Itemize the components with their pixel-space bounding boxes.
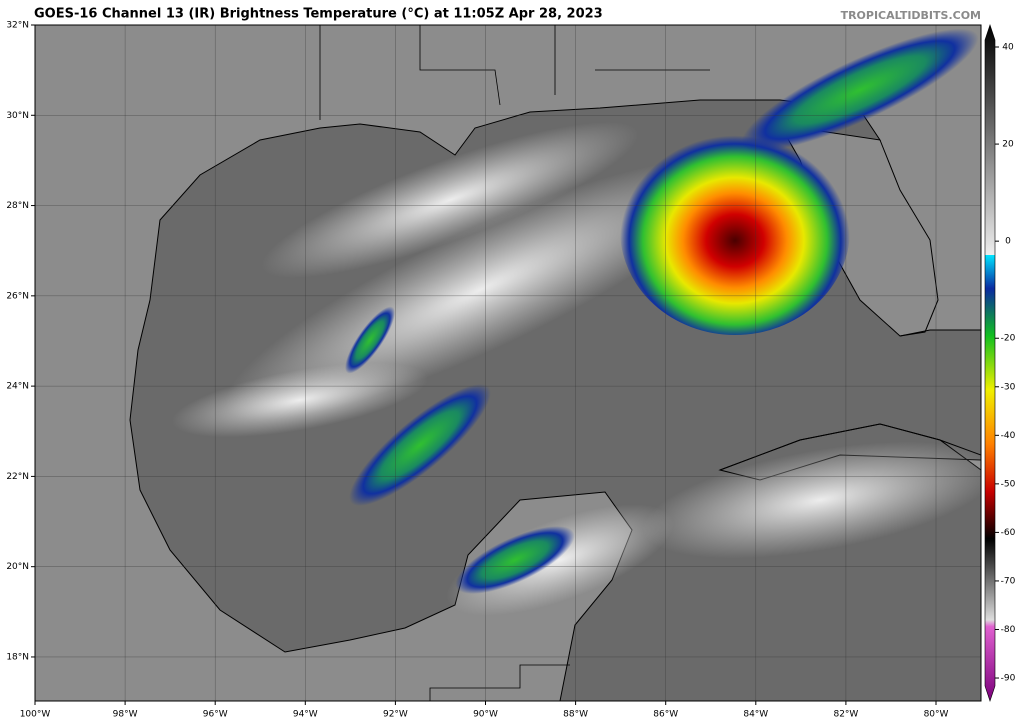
map-area — [35, 25, 981, 701]
lon-tick-label: 98°W — [113, 710, 138, 720]
map-frame — [34, 24, 982, 702]
lon-tick-label: 90°W — [473, 710, 498, 720]
colorbar-tick-label: 40 — [1002, 43, 1014, 53]
colorbar-tick-label: -50 — [1001, 479, 1016, 489]
lon-tick-label: 94°W — [293, 710, 318, 720]
convective-cell — [345, 306, 395, 374]
colorbar-tick-label: 0 — [1005, 237, 1011, 247]
lat-tick-label: 22°N — [6, 472, 29, 482]
colorbar-tick-label: -20 — [1001, 334, 1016, 344]
cloud-band — [642, 441, 981, 559]
cloud-band — [171, 362, 429, 438]
colorbar-tick-label: -90 — [1001, 674, 1016, 684]
colorbar-tick-label: -40 — [1001, 431, 1016, 441]
lon-tick-label: 84°W — [743, 710, 768, 720]
lat-tick-label: 24°N — [6, 382, 29, 392]
lon-tick-label: 86°W — [653, 710, 678, 720]
convective-cell — [455, 526, 575, 594]
credit: TROPICALTIDBITS.COM — [841, 9, 981, 22]
cloud-band — [261, 121, 639, 279]
colorbar-tick-label: -70 — [1001, 576, 1016, 586]
convective-cell — [349, 384, 491, 506]
lat-tick-label: 32°N — [6, 21, 29, 31]
map-title: GOES-16 Channel 13 (IR) Brightness Tempe… — [34, 7, 603, 22]
colorbar-tick-label: -30 — [1001, 382, 1016, 392]
colorbar-tick-label: -80 — [1001, 625, 1016, 635]
lat-tick-label: 28°N — [6, 201, 29, 211]
lon-tick-label: 80°W — [924, 710, 949, 720]
lon-tick-label: 100°W — [20, 710, 51, 720]
borders — [319, 25, 710, 701]
lat-tick-label: 20°N — [6, 562, 29, 572]
storm-core — [620, 125, 850, 335]
lon-tick-label: 88°W — [563, 710, 588, 720]
colorbar — [984, 24, 996, 702]
lon-tick-label: 92°W — [383, 710, 408, 720]
colorbar-tick-label: 20 — [1002, 140, 1014, 150]
lat-tick-label: 18°N — [6, 652, 29, 662]
lat-tick-label: 26°N — [6, 291, 29, 301]
colorbar-tick-label: -60 — [1001, 528, 1016, 538]
lon-tick-label: 82°W — [833, 710, 858, 720]
lat-tick-label: 30°N — [6, 111, 29, 121]
lon-tick-label: 96°W — [203, 710, 228, 720]
florida-coast — [879, 139, 939, 337]
convective-cell — [741, 28, 979, 152]
